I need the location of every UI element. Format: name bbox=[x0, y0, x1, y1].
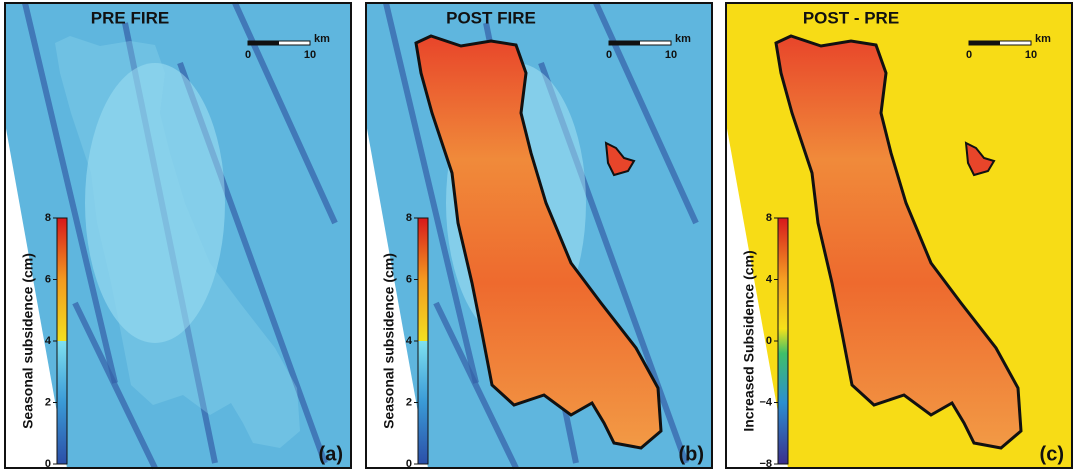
colorbar-label: Seasonal subsidence (cm) bbox=[20, 253, 36, 429]
colorbar-tick-label: 2 bbox=[406, 396, 412, 408]
colorbar-tick-label: 0 bbox=[406, 458, 412, 470]
colorbar-tick-label: 8 bbox=[766, 212, 772, 224]
scale-unit: km bbox=[675, 33, 691, 45]
scale-tick: 10 bbox=[665, 49, 677, 61]
scale-unit: km bbox=[314, 33, 330, 45]
colorbar-tick-label: 2 bbox=[45, 396, 51, 408]
colorbar bbox=[57, 218, 67, 464]
colorbar bbox=[418, 218, 428, 464]
map-panel: POST - PRE km 0 10 −8 −4 0 4 8 Increased Subsiden… bbox=[726, 3, 1072, 470]
colorbar-label: Increased Subsidence (cm) bbox=[741, 250, 757, 431]
map-panel: PRE FIRE km 0 10 0 2 4 6 8 Seasonal subsidence (c… bbox=[5, 3, 351, 470]
colorbar-tick-label: −8 bbox=[759, 458, 772, 470]
panel-title: PRE FIRE bbox=[91, 8, 169, 27]
scale-tick: 0 bbox=[606, 49, 612, 61]
figure: PRE FIRE km 0 10 0 2 4 6 8 Seasonal subsidence (c… bbox=[0, 0, 1073, 472]
scale-tick: 0 bbox=[245, 49, 251, 61]
panel-letter: (b) bbox=[678, 443, 704, 465]
scale-tick: 10 bbox=[1025, 49, 1037, 61]
colorbar-tick-label: 0 bbox=[766, 335, 772, 347]
panel-letter: (a) bbox=[319, 443, 343, 465]
scale-bar-segment bbox=[609, 41, 640, 45]
colorbar-tick-label: 6 bbox=[406, 273, 412, 285]
panel-title: POST FIRE bbox=[446, 8, 536, 27]
scale-bar-segment bbox=[969, 41, 1000, 45]
scale-bar-segment bbox=[248, 41, 279, 45]
colorbar-tick-label: 8 bbox=[45, 212, 51, 224]
colorbar-tick-label: −4 bbox=[759, 396, 772, 408]
scale-unit: km bbox=[1035, 33, 1051, 45]
colorbar-label: Seasonal subsidence (cm) bbox=[381, 253, 397, 429]
colorbar-tick-label: 0 bbox=[45, 458, 51, 470]
colorbar-tick-label: 4 bbox=[766, 273, 773, 285]
panel-title: POST - PRE bbox=[803, 8, 899, 27]
colorbar-tick-label: 4 bbox=[45, 335, 52, 347]
colorbar-tick-label: 4 bbox=[406, 335, 413, 347]
colorbar-tick-label: 8 bbox=[406, 212, 412, 224]
scale-tick: 10 bbox=[304, 49, 316, 61]
scale-tick: 0 bbox=[966, 49, 972, 61]
colorbar-tick-label: 6 bbox=[45, 273, 51, 285]
colorbar bbox=[778, 218, 788, 464]
map-panel: POST FIRE km 0 10 0 2 4 6 8 Seasonal subsidence (… bbox=[366, 3, 712, 470]
panel-letter: (c) bbox=[1040, 443, 1064, 465]
